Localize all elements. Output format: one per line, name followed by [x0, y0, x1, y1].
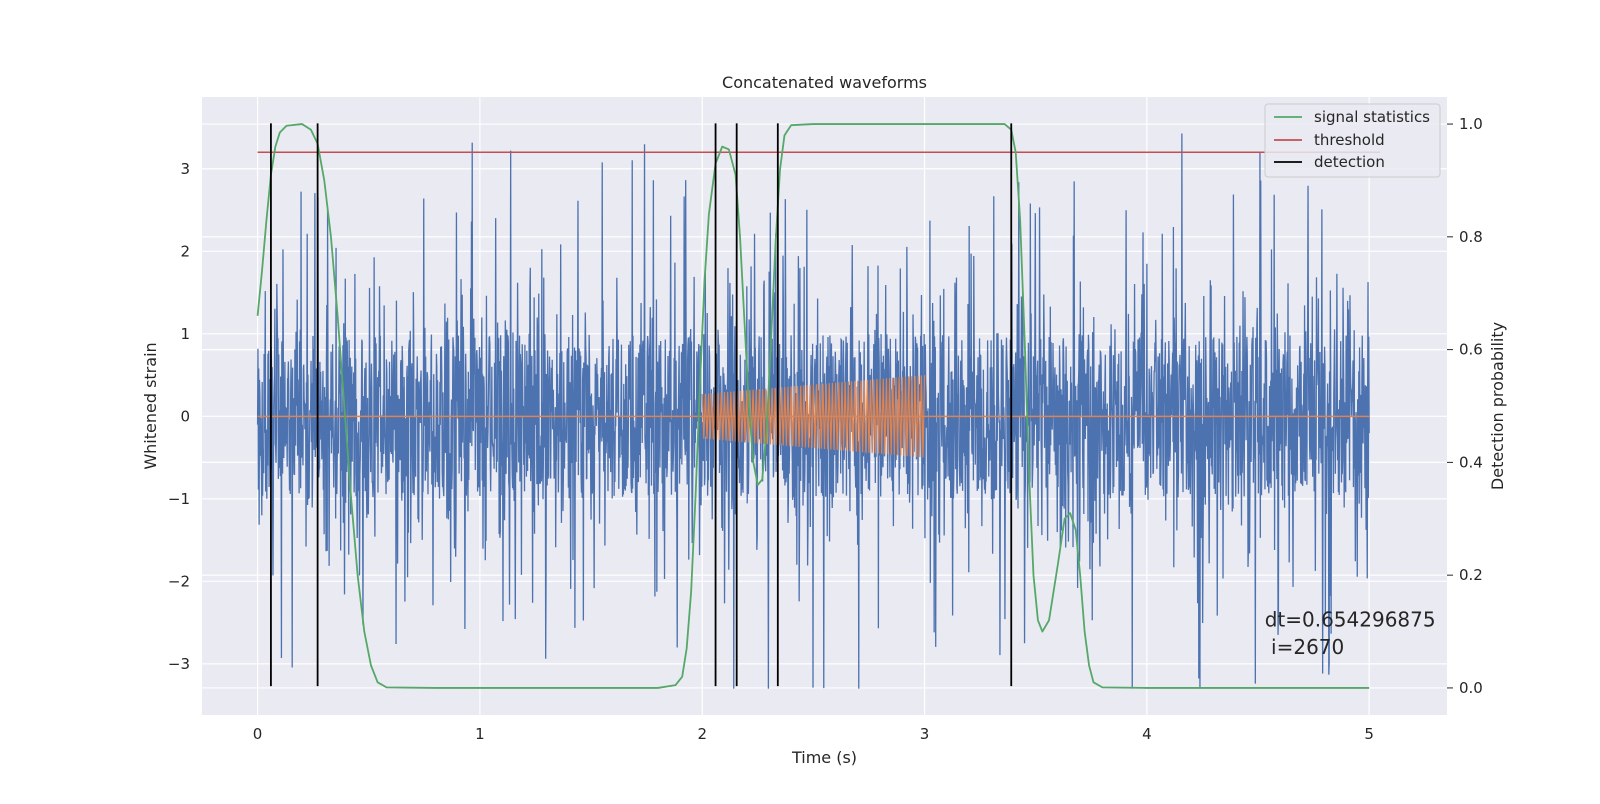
y-tick-label: 2 — [180, 242, 190, 260]
y2-tick-label: 1.0 — [1459, 115, 1483, 133]
y-tick-label: 1 — [180, 325, 190, 343]
legend-label-threshold: threshold — [1314, 131, 1385, 149]
y2-tick-label: 0.8 — [1459, 228, 1483, 246]
y-tick-label: −2 — [168, 572, 190, 590]
y-tick-label: 0 — [180, 407, 190, 425]
signal-statistics-line — [256, 123, 1370, 689]
y-tick-label: 3 — [180, 160, 190, 178]
axis-ticks: 0 1 2 3 4 5 −3 −2 −1 0 1 2 3 0.0 0.2 0.4 0.6 0.8 1.0 — [168, 115, 1483, 743]
injected-signal-chirp — [701, 375, 926, 458]
y-axis-label: Whitened strain — [141, 342, 160, 469]
legend-box — [1264, 103, 1441, 178]
y2-tick-label: 0.6 — [1459, 341, 1483, 359]
x-tick-label: 5 — [1364, 725, 1374, 743]
legend-label-detection: detection — [1314, 153, 1385, 171]
x-tick-label: 2 — [697, 725, 707, 743]
y2-tick-label: 0.2 — [1459, 566, 1483, 584]
y2-tick-label: 0.4 — [1459, 453, 1483, 471]
y2-tick-label: 0.0 — [1459, 679, 1483, 697]
data-series — [256, 123, 1381, 689]
annotation-i: i=2670 — [1265, 635, 1345, 659]
y-tick-label: −1 — [168, 490, 190, 508]
strain-noise-line — [256, 133, 1370, 689]
x-tick-label: 3 — [920, 725, 930, 743]
x-tick-label: 1 — [475, 725, 485, 743]
annotation-dt: dt=0.654296875 — [1265, 608, 1436, 632]
y2-axis-label: Detection probability — [1488, 322, 1507, 490]
chart-title: Concatenated waveforms — [722, 73, 927, 92]
x-tick-label: 0 — [253, 725, 263, 743]
legend-label-signal-statistics: signal statistics — [1314, 108, 1430, 126]
x-axis-label: Time (s) — [791, 748, 857, 767]
legend: signal statistics threshold detection — [1264, 103, 1441, 178]
x-tick-label: 4 — [1142, 725, 1152, 743]
y-tick-label: −3 — [168, 655, 190, 673]
